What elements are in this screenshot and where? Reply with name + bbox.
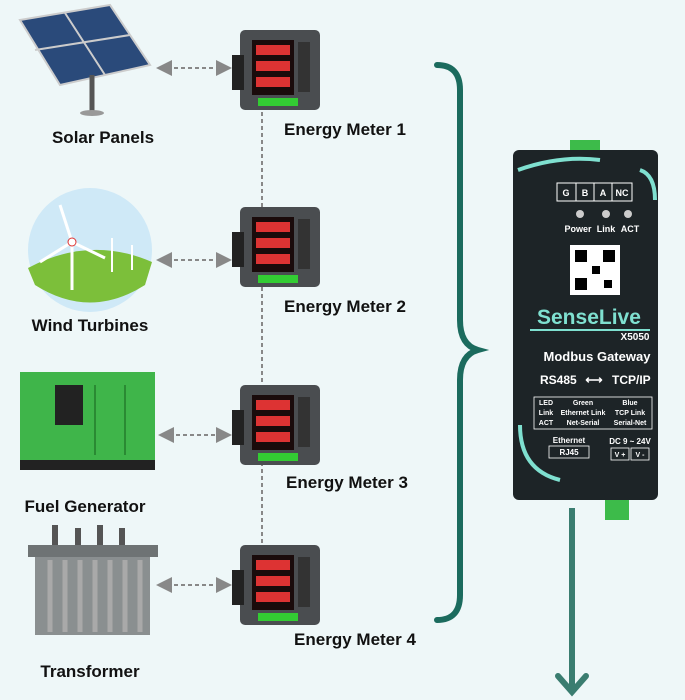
- gateway-name: Modbus Gateway: [544, 349, 652, 364]
- table-cell: Net-Serial: [567, 420, 600, 427]
- meter-label: Energy Meter 4: [294, 630, 416, 649]
- table-cell: TCP Link: [615, 410, 645, 417]
- table-cell: Green: [573, 400, 593, 407]
- wind-icon: [28, 188, 152, 312]
- meter-icon: [232, 207, 320, 287]
- led-label: ACT: [621, 224, 640, 234]
- model: X5050: [621, 332, 650, 343]
- meter-label: Energy Meter 3: [286, 473, 408, 492]
- table-cell: LED: [539, 400, 553, 407]
- port-label: Ethernet: [553, 436, 586, 445]
- generator-icon: [20, 372, 155, 470]
- terminal: G: [562, 188, 569, 198]
- connectors: [160, 68, 262, 585]
- power-terminal: V -: [636, 452, 646, 459]
- meter-label: Energy Meter 2: [284, 297, 406, 316]
- terminal: B: [582, 188, 589, 198]
- table-cell: Ethernet Link: [561, 410, 606, 417]
- source-label: Transformer: [40, 662, 140, 681]
- led-label: Link: [597, 224, 616, 234]
- diagram: Solar Panels Wind Turbines Fuel Generato…: [0, 0, 685, 700]
- meter-icon: [232, 545, 320, 625]
- brace: [437, 65, 478, 620]
- power-terminal: V +: [615, 452, 626, 459]
- source-label: Fuel Generator: [25, 497, 146, 516]
- source-label: Wind Turbines: [32, 316, 149, 335]
- transformer-icon: [28, 525, 158, 635]
- terminal: NC: [616, 188, 629, 198]
- terminal: A: [600, 188, 607, 198]
- brand: SenseLive: [537, 306, 641, 329]
- output-arrow: [558, 508, 586, 692]
- meter-icon: [232, 30, 320, 110]
- port-label: RJ45: [559, 448, 579, 457]
- table-cell: Serial-Net: [614, 420, 647, 427]
- meter-icon: [232, 385, 320, 465]
- protocol: RS485: [540, 373, 577, 387]
- solar-icon: [20, 5, 150, 116]
- meter-label: Energy Meter 1: [284, 120, 406, 139]
- table-cell: Link: [539, 410, 553, 417]
- table-cell: Blue: [622, 400, 637, 407]
- arrow-symbol: ⟷: [585, 373, 602, 387]
- protocol: TCP/IP: [612, 373, 651, 387]
- table-cell: ACT: [539, 420, 554, 427]
- source-label: Solar Panels: [52, 128, 154, 147]
- led-label: Power: [564, 224, 592, 234]
- power-label: DC 9 ~ 24V: [609, 437, 651, 446]
